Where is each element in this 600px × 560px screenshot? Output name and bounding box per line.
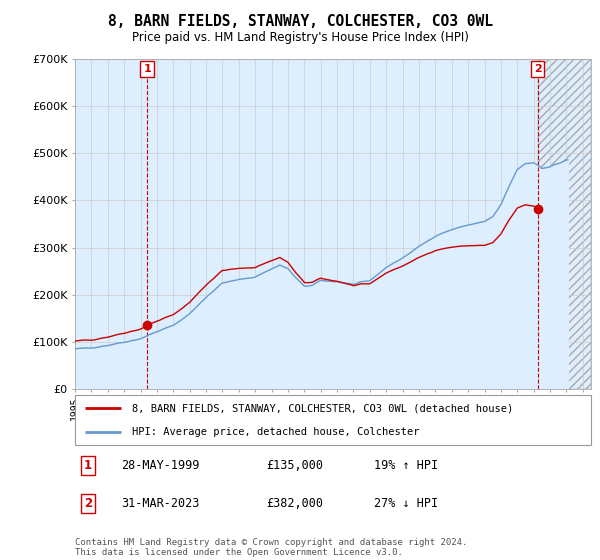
- Text: £135,000: £135,000: [266, 459, 323, 472]
- Text: HPI: Average price, detached house, Colchester: HPI: Average price, detached house, Colc…: [132, 427, 419, 437]
- Text: 1: 1: [84, 459, 92, 472]
- Text: £382,000: £382,000: [266, 497, 323, 510]
- Text: 2: 2: [84, 497, 92, 510]
- Text: 27% ↓ HPI: 27% ↓ HPI: [374, 497, 439, 510]
- FancyBboxPatch shape: [75, 395, 591, 445]
- Text: Contains HM Land Registry data © Crown copyright and database right 2024.
This d: Contains HM Land Registry data © Crown c…: [75, 538, 467, 557]
- Text: 28-MAY-1999: 28-MAY-1999: [121, 459, 200, 472]
- Text: Price paid vs. HM Land Registry's House Price Index (HPI): Price paid vs. HM Land Registry's House …: [131, 31, 469, 44]
- Text: 31-MAR-2023: 31-MAR-2023: [121, 497, 200, 510]
- Text: 8, BARN FIELDS, STANWAY, COLCHESTER, CO3 0WL: 8, BARN FIELDS, STANWAY, COLCHESTER, CO3…: [107, 14, 493, 29]
- Text: 19% ↑ HPI: 19% ↑ HPI: [374, 459, 439, 472]
- Text: 8, BARN FIELDS, STANWAY, COLCHESTER, CO3 0WL (detached house): 8, BARN FIELDS, STANWAY, COLCHESTER, CO3…: [132, 403, 513, 413]
- Text: 1: 1: [143, 64, 151, 74]
- Text: 2: 2: [534, 64, 542, 74]
